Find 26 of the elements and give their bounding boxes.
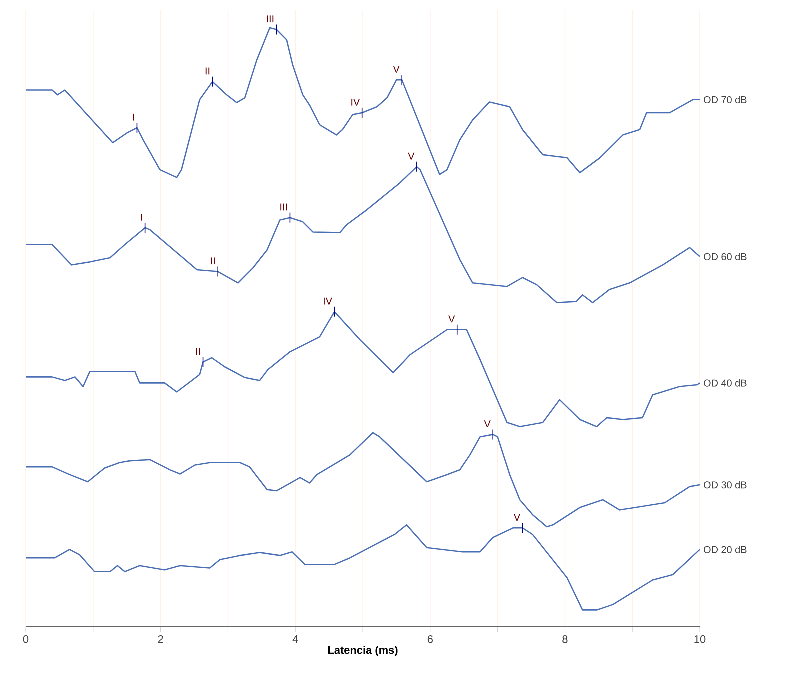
annotation: I — [133, 114, 134, 121]
x-tick-label: 6 — [428, 636, 433, 644]
x-tick-label: 4 — [292, 636, 298, 644]
x-tick-label: 8 — [562, 636, 568, 644]
annotation: V — [484, 420, 491, 428]
series-label: OD 70 dB — [704, 96, 747, 104]
x-axis-title: Latencia (ms) — [328, 646, 398, 656]
annotation: IV — [324, 298, 332, 305]
x-tick-label: 2 — [158, 636, 164, 644]
annotation: II — [196, 348, 200, 356]
annotation: I — [141, 214, 142, 221]
series-label: OD 20 dB — [704, 546, 747, 554]
annotation: II — [211, 258, 215, 265]
annotation: V — [448, 316, 456, 323]
annotation: IV — [352, 98, 360, 106]
annotation: V — [408, 152, 415, 160]
x-tick-label: 0 — [23, 636, 29, 644]
annotation: III — [280, 204, 288, 211]
annotation: III — [267, 16, 274, 23]
series-label: OD 30 dB — [704, 481, 747, 489]
annotation: V — [514, 514, 521, 521]
series-label: OD 40 dB — [704, 380, 747, 387]
x-tick-label: 10 — [694, 636, 706, 644]
annotation: V — [393, 66, 400, 73]
series-label: OD 60 dB — [704, 253, 747, 260]
annotation: II — [206, 68, 210, 75]
